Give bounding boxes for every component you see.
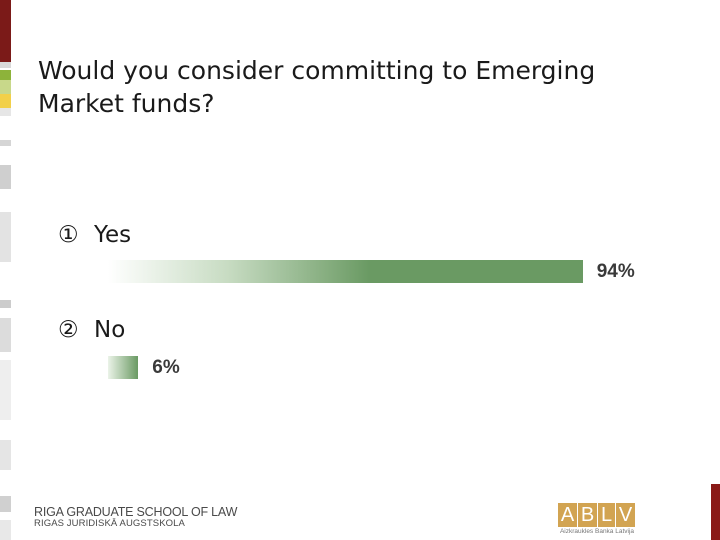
ablv-logo-subtitle: Aizkraukles Banka Latvija [559, 528, 635, 535]
bar-yes [108, 260, 583, 283]
option-no: ② No [58, 317, 125, 343]
option-number-1: ① [58, 222, 79, 248]
value-label-no: 6% [152, 357, 180, 378]
question-title: Would you consider committing to Emergin… [38, 56, 596, 118]
school-logo-text: RIGA GRADUATE SCHOOL OF LAW RIGAS JURIDI… [34, 506, 237, 530]
ablv-logo: A B L V Aizkraukles Banka Latvija [558, 503, 636, 535]
school-name-en: RIGA GRADUATE SCHOOL OF LAW [34, 505, 238, 519]
option-label-no: No [94, 317, 126, 343]
ablv-logo-mark: A B L V [558, 503, 636, 527]
option-label-yes: Yes [94, 222, 132, 248]
bar-no [108, 356, 139, 379]
school-name-lv: RIGAS JURIDISKĀ AUGSTSKOLA [34, 518, 185, 529]
option-number-2: ② [58, 317, 79, 343]
right-accent-bar [711, 484, 720, 540]
value-label-yes: 94% [596, 261, 635, 282]
option-yes: ① Yes [58, 222, 131, 248]
left-decorative-stripe [0, 0, 11, 540]
